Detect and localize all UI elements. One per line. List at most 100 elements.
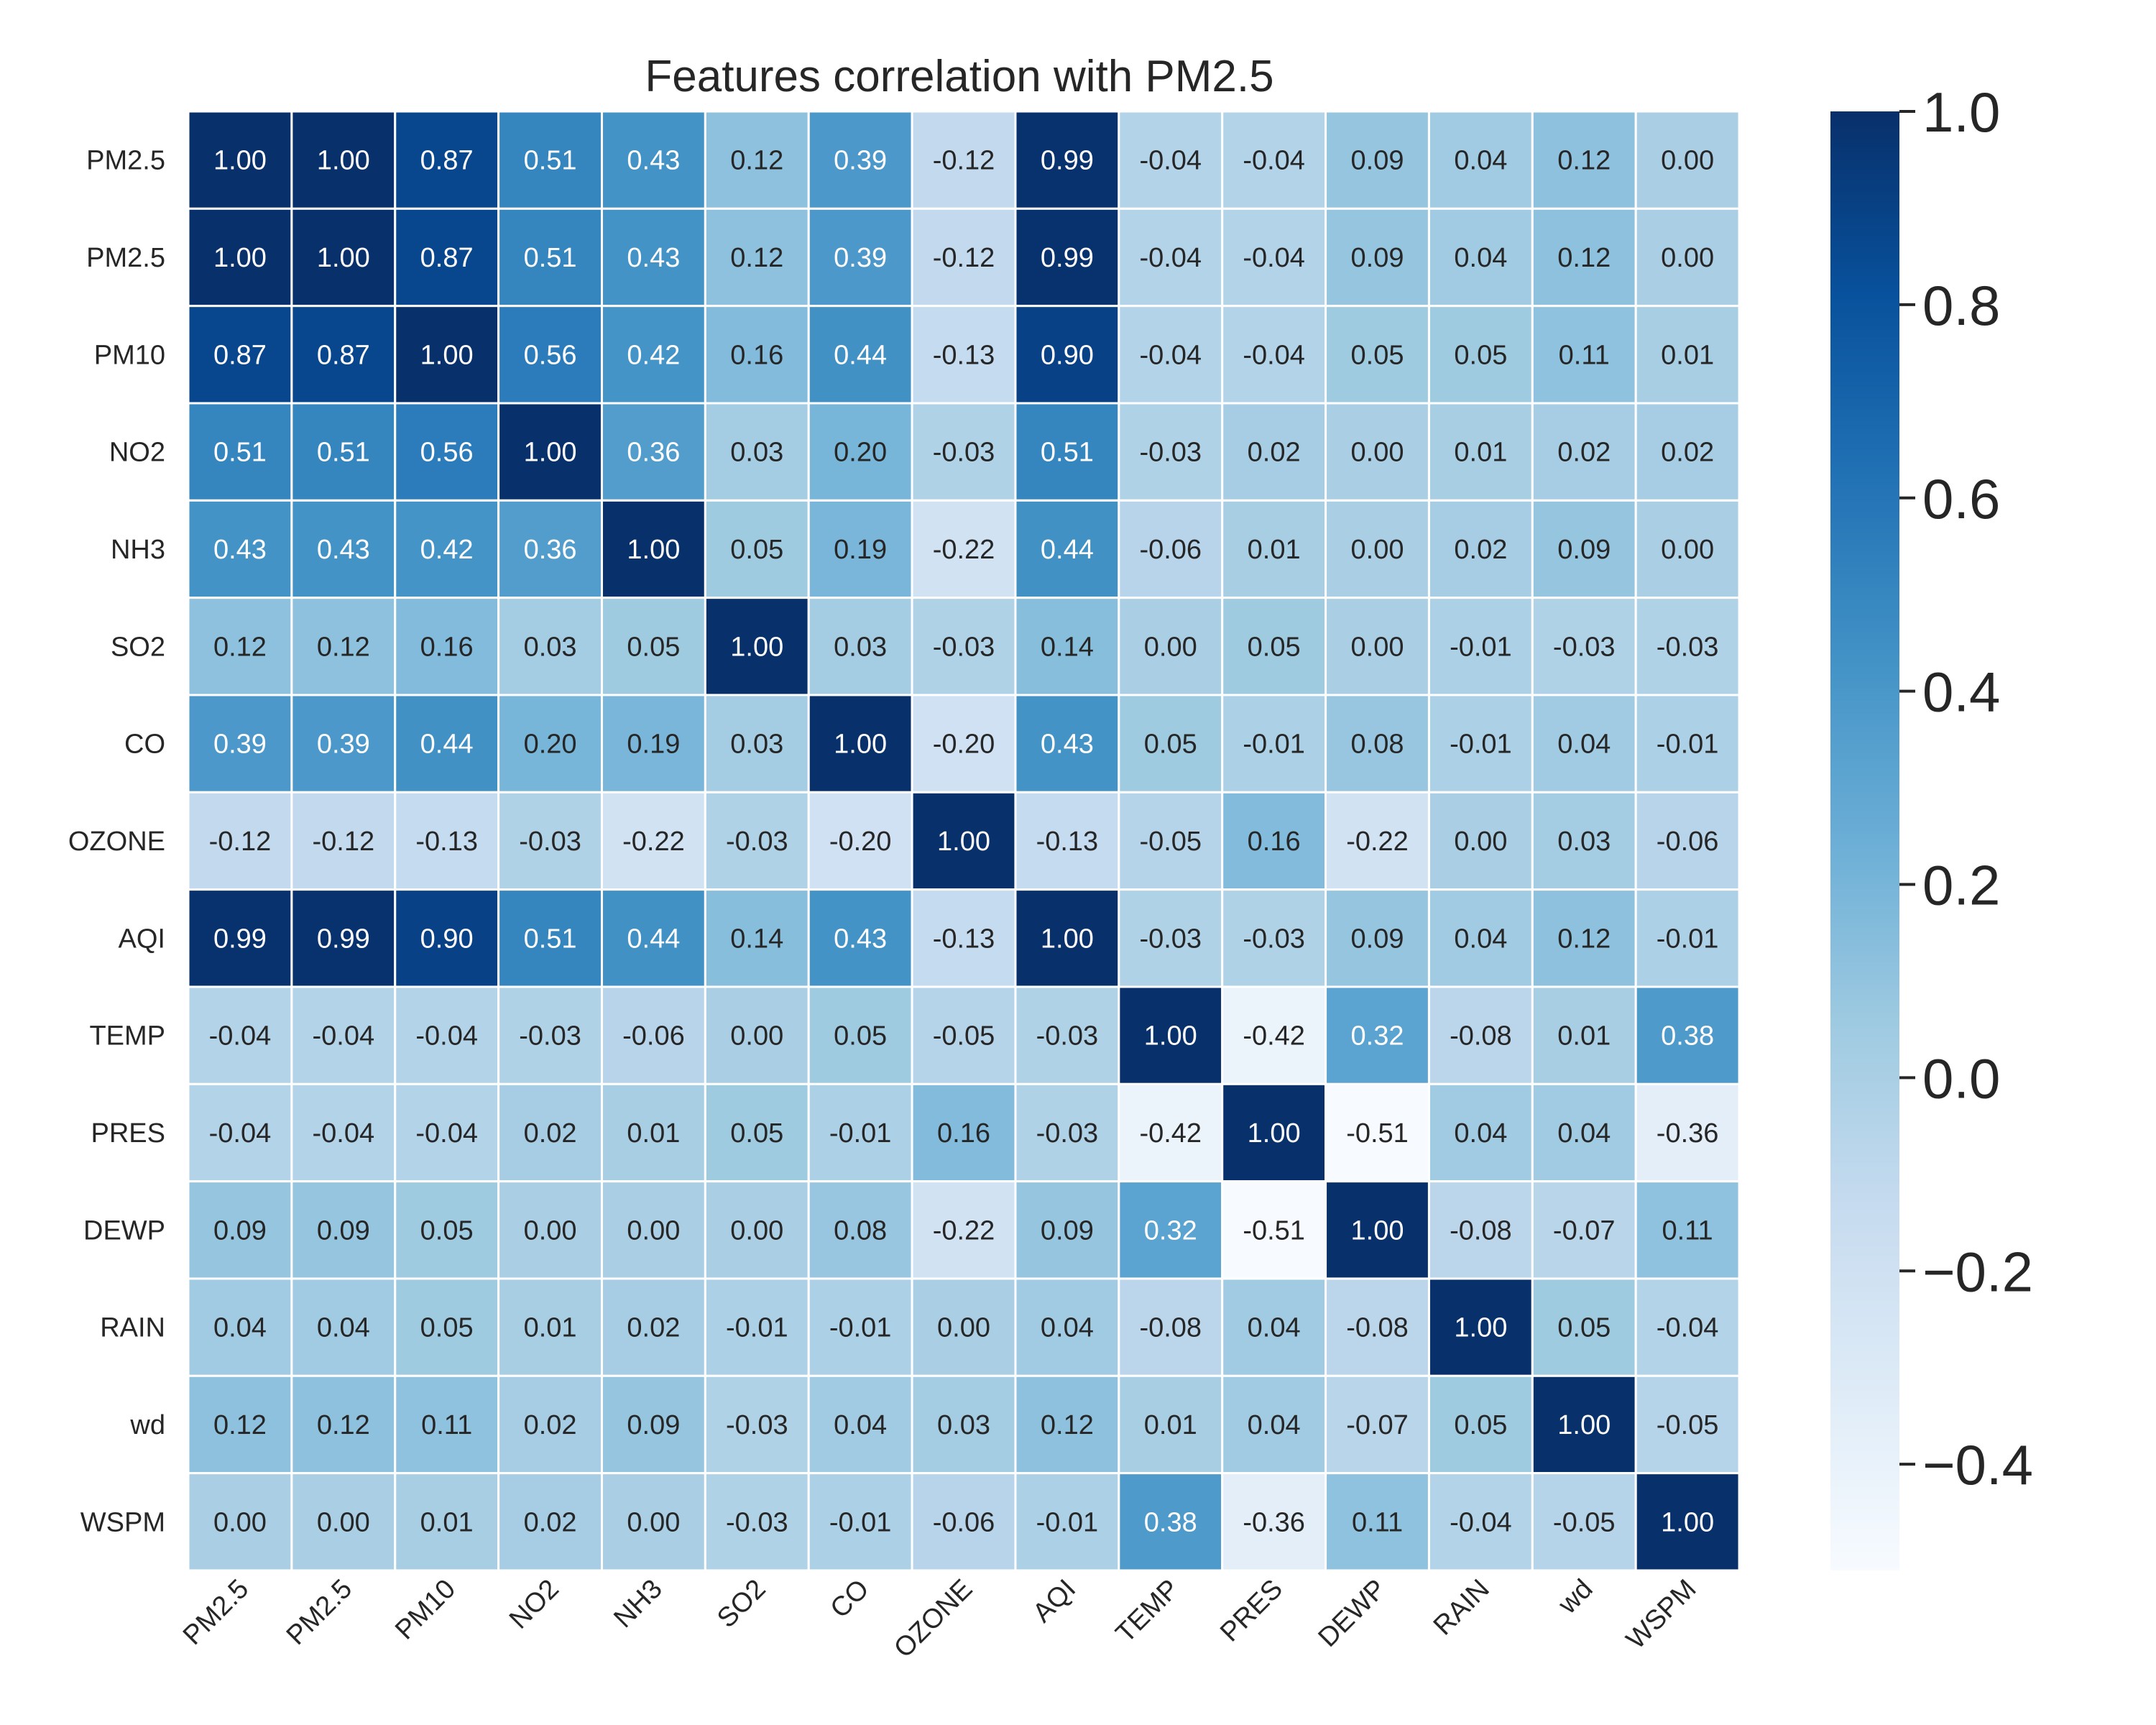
- heatmap-cell: [807, 1374, 913, 1475]
- cell-value-label: 1.00: [1454, 1313, 1507, 1343]
- cell-value-label: 0.51: [1041, 438, 1094, 468]
- row-label: OZONE: [68, 827, 165, 857]
- cell-value-label: 0.05: [1351, 340, 1404, 370]
- cell-value-label: -0.01: [829, 1118, 892, 1149]
- cell-value-label: -0.01: [1450, 632, 1512, 662]
- cell-value-label: -0.07: [1553, 1215, 1616, 1246]
- cell-value-label: 1.00: [1661, 1507, 1714, 1537]
- cell-value-label: 0.01: [1557, 1021, 1611, 1052]
- heatmap-cell: [1531, 985, 1637, 1085]
- heatmap-cell: [704, 305, 810, 405]
- cell-value-label: 0.02: [1248, 438, 1301, 468]
- heatmap-cell: [1427, 1374, 1534, 1475]
- cell-value-label: -0.08: [1450, 1215, 1512, 1246]
- heatmap-cell: [497, 597, 603, 696]
- cell-value-label: 0.03: [730, 730, 783, 760]
- cell-value-label: 1.00: [1144, 1021, 1197, 1052]
- heatmap-cell: [1634, 1374, 1741, 1475]
- cell-value-label: -0.12: [312, 827, 374, 857]
- heatmap-cell: [290, 402, 397, 502]
- cell-value-label: 0.00: [627, 1215, 680, 1246]
- cell-value-label: -0.22: [622, 827, 685, 857]
- cell-value-label: -0.04: [209, 1021, 272, 1052]
- cell-value-label: -0.01: [1036, 1507, 1099, 1537]
- heatmap-cell: [911, 499, 1017, 599]
- heatmap-cell: [187, 1472, 293, 1572]
- cell-value-label: -0.08: [1450, 1021, 1512, 1052]
- cell-value-label: 0.04: [1041, 1313, 1094, 1343]
- heatmap-cell: [1014, 305, 1120, 405]
- colorbar-gradient: [1830, 111, 1899, 1570]
- heatmap-cell: [187, 694, 293, 794]
- cell-value-label: 0.36: [627, 438, 680, 468]
- cell-value-label: -0.03: [519, 1021, 581, 1052]
- heatmap-cell: [187, 888, 293, 988]
- cell-value-label: 0.03: [937, 1410, 990, 1440]
- cell-value-label: 0.32: [1144, 1215, 1197, 1246]
- cell-value-label: -0.04: [415, 1021, 478, 1052]
- cell-value-label: 0.00: [1454, 827, 1507, 857]
- heatmap-cell: [1325, 1180, 1430, 1280]
- heatmap-cell: [911, 791, 1017, 891]
- cell-value-label: -0.13: [415, 827, 478, 857]
- heatmap-cell: [1634, 1472, 1741, 1572]
- heatmap-cell: [1325, 499, 1430, 599]
- cell-value-label: -0.04: [312, 1118, 374, 1149]
- colorbar-tick-label: −0.2: [1922, 1240, 2033, 1303]
- heatmap-cell: [290, 1472, 397, 1572]
- heatmap-cell: [1427, 1277, 1534, 1377]
- row-label: wd: [129, 1410, 165, 1440]
- cell-value-label: -0.04: [1243, 146, 1305, 176]
- cell-value-label: 0.01: [1661, 340, 1714, 370]
- cell-value-label: -0.13: [933, 340, 995, 370]
- heatmap-cell: [1325, 985, 1430, 1085]
- heatmap-cell: [1221, 1374, 1327, 1475]
- cell-value-label: 0.12: [213, 632, 267, 662]
- cell-value-label: 0.00: [1351, 632, 1404, 662]
- heatmap-cell: [807, 207, 913, 308]
- cell-value-label: 0.00: [1144, 632, 1197, 662]
- cell-value-label: -0.03: [726, 1507, 788, 1537]
- cell-value-label: -0.12: [209, 827, 272, 857]
- cell-value-label: 0.32: [1351, 1021, 1404, 1052]
- cell-value-label: 0.01: [1144, 1410, 1197, 1440]
- cell-value-label: -0.22: [1346, 827, 1409, 857]
- cell-value-label: 0.03: [524, 632, 577, 662]
- cell-value-label: -0.01: [1657, 730, 1719, 760]
- cell-value-label: -0.04: [1139, 243, 1202, 273]
- heatmap-cell: [1531, 791, 1637, 891]
- row-label: TEMP: [89, 1021, 165, 1052]
- heatmap-cell: [911, 110, 1017, 210]
- cell-value-label: 0.02: [1454, 535, 1507, 565]
- cell-value-label: 0.08: [1351, 730, 1404, 760]
- cell-value-label: 0.12: [1557, 924, 1611, 954]
- cell-value-label: 1.00: [420, 340, 474, 370]
- heatmap-cell: [1014, 888, 1120, 988]
- heatmap-cell: [187, 1180, 293, 1280]
- heatmap-cell: [704, 597, 810, 696]
- heatmap-cell: [394, 402, 500, 502]
- cell-value-label: 0.42: [420, 535, 474, 565]
- cell-value-label: 0.00: [937, 1313, 990, 1343]
- cell-value-label: -0.03: [1657, 632, 1719, 662]
- heatmap-cell: [911, 207, 1017, 308]
- cell-value-label: 0.02: [524, 1410, 577, 1440]
- cell-value-label: 0.05: [420, 1215, 474, 1246]
- cell-value-label: -0.51: [1346, 1118, 1409, 1149]
- heatmap-cell: [600, 402, 706, 502]
- row-label: NH3: [111, 535, 165, 565]
- heatmap-cell: [600, 791, 706, 891]
- heatmap-cell: [1325, 597, 1430, 696]
- cell-value-label: 0.04: [1557, 730, 1611, 760]
- cell-value-label: 0.43: [213, 535, 267, 565]
- cell-value-label: 0.00: [730, 1021, 783, 1052]
- cell-value-label: 0.14: [1041, 632, 1094, 662]
- cell-value-label: 0.20: [524, 730, 577, 760]
- cell-value-label: -0.06: [933, 1507, 995, 1537]
- cell-value-label: 0.11: [1352, 1507, 1403, 1537]
- heatmap-cell: [1427, 207, 1534, 308]
- cell-value-label: 0.12: [730, 243, 783, 273]
- heatmap-cell: [1221, 791, 1327, 891]
- cell-value-label: -0.08: [1139, 1313, 1202, 1343]
